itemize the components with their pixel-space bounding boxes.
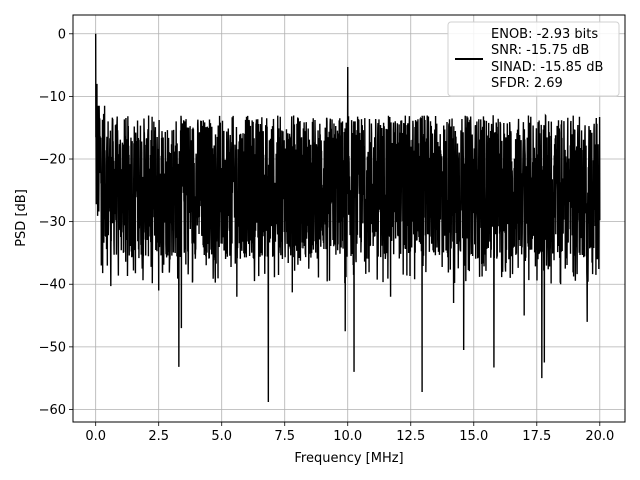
x-axis-label: Frequency [MHz] [294, 451, 403, 466]
y-tick-label: −40 [39, 278, 66, 293]
y-tick-label: −50 [39, 340, 66, 355]
x-axis: 0.0 2.5 5.0 7.5 10.0 12.5 15.0 17.5 20.0 [85, 422, 614, 444]
x-tick-label: 10.0 [333, 429, 362, 444]
y-axis: 0 −10 −20 −30 −40 −50 −60 [39, 27, 73, 418]
x-tick-label: 12.5 [396, 429, 425, 444]
x-tick-label: 15.0 [459, 429, 488, 444]
x-tick-label: 17.5 [522, 429, 551, 444]
legend-sfdr: SFDR: 2.69 [491, 76, 563, 91]
legend-snr: SNR: -15.75 dB [491, 43, 589, 58]
legend-box [447, 21, 620, 97]
y-axis-label: PSD [dB] [14, 189, 29, 247]
x-tick-label: 0.0 [85, 429, 106, 444]
x-tick-label: 20.0 [585, 429, 614, 444]
psd-line [94, 33, 601, 402]
psd-series [94, 33, 601, 402]
y-tick-label: −10 [39, 90, 66, 105]
y-tick-label: −30 [39, 215, 66, 230]
x-tick-label: 2.5 [148, 429, 169, 444]
legend: ENOB: -2.93 bits SNR: -15.75 dB SINAD: -… [447, 21, 620, 97]
x-tick-label: 5.0 [211, 429, 232, 444]
plot-frame [72, 14, 626, 423]
y-tick-label: −60 [39, 403, 66, 418]
legend-enob: ENOB: -2.93 bits [491, 27, 598, 42]
y-tick-label: −20 [39, 153, 66, 168]
legend-sinad: SINAD: -15.85 dB [491, 60, 603, 75]
x-tick-label: 7.5 [274, 429, 295, 444]
y-tick-label: 0 [58, 27, 66, 42]
